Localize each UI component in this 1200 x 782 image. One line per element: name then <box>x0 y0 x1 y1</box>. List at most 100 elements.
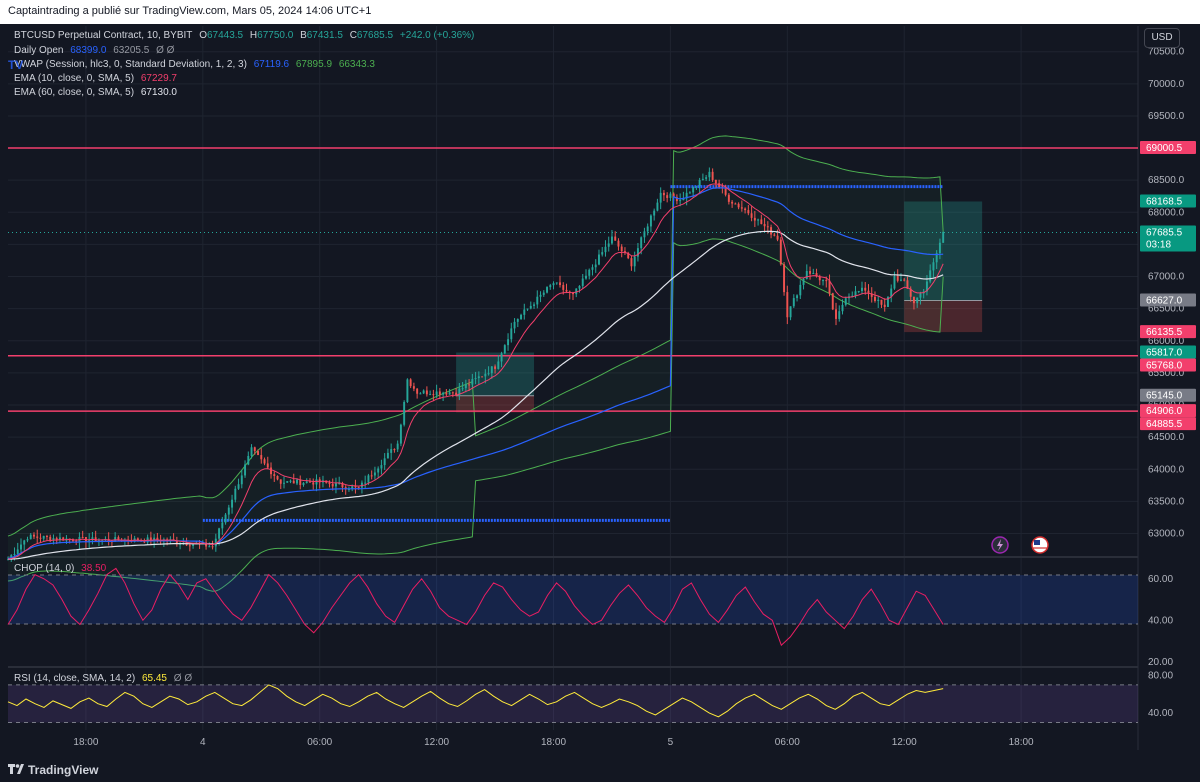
candle-body <box>724 188 727 195</box>
candle-body <box>604 246 607 253</box>
price-axis-tick-15[interactable]: 63000.0 <box>1148 529 1185 540</box>
price-axis-tick-9[interactable]: 66000.0 <box>1148 336 1185 347</box>
ema10-label[interactable]: EMA (10, close, 0, SMA, 5) <box>14 73 135 84</box>
candle-body <box>396 443 399 450</box>
time-axis-tick-8[interactable]: 18:00 <box>1009 737 1034 748</box>
candle-body <box>646 226 649 232</box>
price-axis-tick-5[interactable]: 68000.0 <box>1148 207 1185 218</box>
candle-body <box>55 538 58 540</box>
daily-open-value-2: 63205.5 <box>113 45 150 56</box>
time-axis-tick-4[interactable]: 18:00 <box>541 737 566 748</box>
candle-body <box>156 537 159 541</box>
time-axis-tick-6[interactable]: 06:00 <box>775 737 800 748</box>
price-axis-tick-10[interactable]: 65500.0 <box>1148 368 1185 379</box>
candle-body <box>526 308 529 310</box>
candle-body <box>828 280 831 294</box>
legend-symbol-row[interactable]: BTCUSD Perpetual Contract, 10, BYBIT O67… <box>14 30 478 41</box>
ema60-line <box>7 230 944 560</box>
candle-body <box>701 178 704 180</box>
candle-body <box>935 253 938 263</box>
candle-body <box>750 213 753 218</box>
time-axis-tick-7[interactable]: 12:00 <box>892 737 917 748</box>
legend-vwap[interactable]: VWAP (Session, hlc3, 0, Standard Deviati… <box>14 59 379 70</box>
candle-body <box>442 392 445 395</box>
legend-ema60[interactable]: EMA (60, close, 0, SMA, 5) 67130.0 <box>14 87 181 98</box>
candle-body <box>481 376 484 378</box>
time-axis-tick-3[interactable]: 12:00 <box>424 737 449 748</box>
price-axis-tick-0[interactable]: 70500.0 <box>1148 47 1185 58</box>
legend-daily-open[interactable]: Daily Open 68399.0 63205.5 Ø Ø <box>14 45 178 56</box>
event-icons[interactable] <box>991 536 1049 554</box>
close-label: C <box>349 30 357 41</box>
chop-axis-tick-0: 60.00 <box>1148 574 1173 585</box>
time-axis-tick-0[interactable]: 18:00 <box>73 737 98 748</box>
tradingview-logo-icon <box>8 764 24 774</box>
price-axis-tick-7[interactable]: 67000.0 <box>1148 272 1185 283</box>
vwap-label[interactable]: VWAP (Session, hlc3, 0, Standard Deviati… <box>14 59 247 70</box>
price-axis-tick-13[interactable]: 64000.0 <box>1148 464 1185 475</box>
candle-body <box>62 537 65 541</box>
candle-body <box>675 197 678 202</box>
candle-body <box>237 484 240 489</box>
chop-band-fill <box>8 575 1138 625</box>
candle-body <box>240 475 243 485</box>
price-axis-tick-2[interactable]: 69500.0 <box>1148 111 1185 122</box>
candle-body <box>42 535 45 539</box>
price-axis-tick-8[interactable]: 66500.0 <box>1148 304 1185 315</box>
ema60-label[interactable]: EMA (60, close, 0, SMA, 5) <box>14 87 135 98</box>
candle-body <box>636 248 639 257</box>
price-axis-tick-4[interactable]: 68500.0 <box>1148 175 1185 186</box>
candle-body <box>451 392 454 394</box>
candle-body <box>555 282 558 284</box>
candle-body <box>744 208 747 211</box>
horizontal-levels[interactable] <box>8 147 1138 522</box>
price-axis-tick-12[interactable]: 64500.0 <box>1148 432 1185 443</box>
candle-body <box>347 488 350 490</box>
candle-body <box>286 481 289 483</box>
time-axis-tick-5[interactable]: 5 <box>668 737 674 748</box>
chop-legend[interactable]: CHOP (14, 0) 38.50 <box>14 563 110 574</box>
rsi-extra: Ø Ø <box>173 673 193 684</box>
rsi-legend[interactable]: RSI (14, close, SMA, 14, 2) 65.45 Ø Ø <box>14 673 196 684</box>
legend-ema10[interactable]: EMA (10, close, 0, SMA, 5) 67229.7 <box>14 73 181 84</box>
candle-body <box>841 304 844 312</box>
candle-body <box>435 391 438 396</box>
daily-open-label[interactable]: Daily Open <box>14 45 64 56</box>
symbol-name[interactable]: BTCUSD Perpetual Contract, 10, BYBIT <box>14 30 193 41</box>
price-axis-tick-1[interactable]: 70000.0 <box>1148 79 1185 90</box>
candle-body <box>536 296 539 305</box>
candle-body <box>886 296 889 307</box>
lightning-icon-glyph <box>997 539 1003 551</box>
rsi-series-line <box>7 684 944 718</box>
candle-body <box>893 276 896 289</box>
ema60-value: 67130.0 <box>140 87 177 98</box>
candles <box>7 167 945 562</box>
candle-body <box>925 281 928 292</box>
high-value: 67750.0 <box>257 30 294 41</box>
candle-body <box>783 264 786 293</box>
rsi-label[interactable]: RSI (14, close, SMA, 14, 2) <box>14 673 136 684</box>
candle-body <box>598 254 600 265</box>
candle-body <box>640 237 643 249</box>
currency-button[interactable]: USD <box>1144 28 1180 48</box>
position-stop-zone-1[interactable] <box>456 395 535 413</box>
candle-body <box>890 288 893 297</box>
time-axis-tick-2[interactable]: 06:00 <box>307 737 332 748</box>
candle-body <box>16 549 19 554</box>
candle-body <box>49 536 52 541</box>
candle-body <box>29 534 32 540</box>
price-axis-tick-14[interactable]: 63500.0 <box>1148 496 1185 507</box>
candle-body <box>753 217 756 221</box>
candle-body <box>698 179 701 187</box>
chop-label[interactable]: CHOP (14, 0) <box>14 563 75 574</box>
candle-body <box>610 236 613 244</box>
open-value: 67443.5 <box>206 30 244 41</box>
candle-body <box>659 192 662 203</box>
candle-body <box>776 235 779 240</box>
candle-body <box>341 483 344 488</box>
time-axis-tick-1[interactable]: 4 <box>200 737 206 748</box>
candle-body <box>883 304 886 307</box>
change-value: +242.0 (+0.36%) <box>399 30 475 41</box>
time-axis[interactable]: 18:00 4 06:00 12:00 18:00 5 06:00 12:00 18:00 <box>73 737 1034 748</box>
